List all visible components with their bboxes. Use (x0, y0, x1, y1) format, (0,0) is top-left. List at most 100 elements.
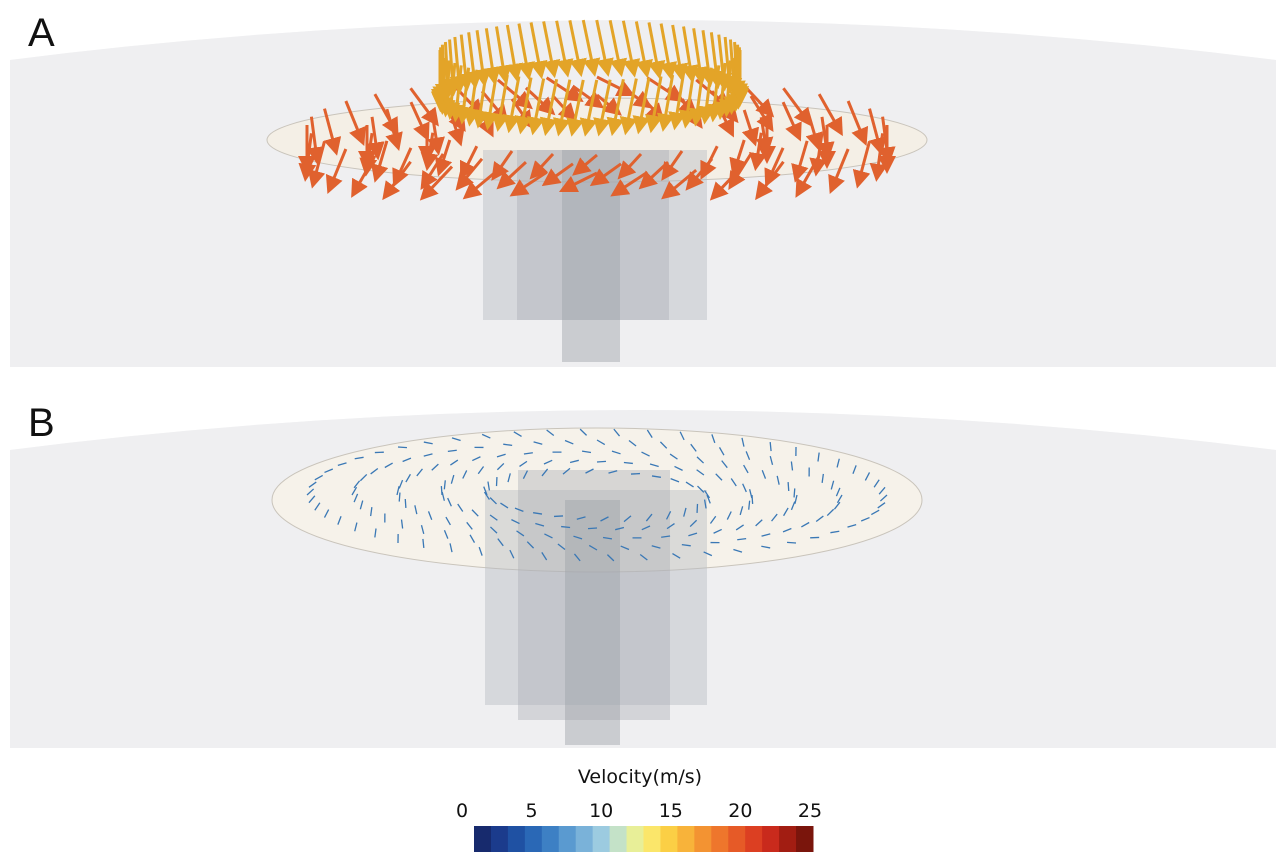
velocity-vector (860, 516, 870, 522)
velocity-vector (325, 148, 348, 194)
velocity-vector (306, 116, 325, 166)
velocity-vector (324, 468, 334, 474)
velocity-vector (535, 522, 545, 527)
velocity-vector (741, 437, 745, 447)
colorbar-swatch (796, 826, 814, 852)
velocity-vector (615, 526, 625, 531)
velocity-vector (509, 549, 515, 559)
velocity-vector (764, 147, 785, 188)
velocity-vector (661, 150, 684, 181)
velocity-vector (587, 527, 598, 530)
shaft (562, 150, 620, 362)
velocity-vector (585, 468, 594, 474)
colorbar-swatch (507, 826, 526, 852)
velocity-vector (483, 491, 490, 500)
velocity-vector (836, 458, 840, 468)
velocity-vector (786, 541, 797, 544)
colorbar-swatch (694, 826, 712, 852)
velocity-vector (481, 433, 491, 439)
velocity-vector (651, 545, 661, 549)
velocity-vector (374, 528, 377, 538)
velocity-vector (781, 101, 802, 142)
velocity-vector (397, 446, 408, 449)
velocity-vector (487, 481, 491, 491)
velocity-vector (696, 456, 705, 464)
disk (271, 427, 923, 573)
velocity-vector (749, 489, 753, 499)
velocity-vector (337, 462, 347, 467)
velocity-vector (833, 501, 841, 510)
velocity-vector (460, 145, 479, 180)
velocity-vector (581, 19, 601, 77)
velocity-vector (529, 22, 548, 80)
velocity-vector (608, 470, 618, 474)
shaft (565, 500, 620, 745)
velocity-vector (472, 456, 481, 462)
velocity-vector (670, 478, 680, 483)
velocity-vector (769, 441, 772, 452)
velocity-vector (447, 449, 457, 453)
velocity-vector (447, 497, 452, 507)
velocity-vector (431, 463, 439, 471)
velocity-vector (683, 507, 687, 517)
velocity-vector (558, 171, 598, 193)
velocity-vector (852, 465, 857, 475)
velocity-vector (314, 502, 321, 511)
velocity-vector (649, 463, 659, 468)
velocity-vector (656, 74, 675, 132)
velocity-vector (735, 524, 744, 531)
velocity-vector (541, 468, 549, 477)
velocity-vector (790, 501, 796, 511)
colorbar-tick-label: 25 (798, 800, 822, 822)
velocity-vector (469, 534, 476, 543)
velocity-vector (628, 439, 637, 447)
velocity-vector (489, 497, 497, 505)
velocity-vector (666, 523, 675, 530)
velocity-vector (404, 498, 407, 509)
velocity-vector (646, 429, 653, 438)
velocity-vector (709, 165, 744, 201)
velocity-vector (641, 451, 650, 457)
velocity-vector (366, 116, 385, 161)
velocity-vector (573, 535, 583, 540)
velocity-vector (620, 545, 630, 551)
velocity-vector (526, 541, 535, 549)
velocity-vector (443, 480, 446, 490)
velocity-vector (817, 452, 820, 462)
velocity-vector (846, 100, 869, 146)
velocity-vector (718, 447, 725, 456)
velocity-vector (669, 453, 678, 460)
velocity-vector (529, 152, 555, 180)
velocity-vector (573, 553, 581, 562)
velocity-vector (427, 511, 433, 521)
velocity-vector (359, 473, 368, 482)
velocity-vector (513, 431, 522, 437)
velocity-vector (606, 554, 615, 562)
velocity-vector (544, 533, 553, 539)
velocity-vector (552, 79, 572, 137)
velocity-vector (877, 502, 886, 509)
velocity-vector (546, 429, 555, 436)
colorbar-swatch (677, 826, 695, 852)
velocity-vector (353, 493, 359, 503)
velocity-vector (835, 487, 841, 497)
velocity-vector (703, 551, 713, 557)
velocity-vector (741, 109, 760, 147)
velocity-vector (541, 162, 574, 187)
velocity-vector (595, 19, 614, 77)
velocity-vector (794, 494, 798, 504)
velocity-vector (354, 522, 358, 532)
velocity-vector (450, 474, 455, 484)
velocity-vector (670, 24, 689, 82)
velocity-vector (576, 516, 586, 520)
velocity-vector (589, 162, 622, 187)
velocity-vector (422, 538, 425, 549)
velocity-vector (483, 28, 502, 86)
velocity-vector (674, 465, 683, 471)
velocity-vector (400, 519, 404, 529)
velocity-vector (523, 452, 533, 455)
velocity-vector (661, 535, 671, 538)
panel-a: A (10, 0, 1276, 367)
velocity-vector (709, 515, 717, 524)
velocity-vector (344, 100, 366, 146)
